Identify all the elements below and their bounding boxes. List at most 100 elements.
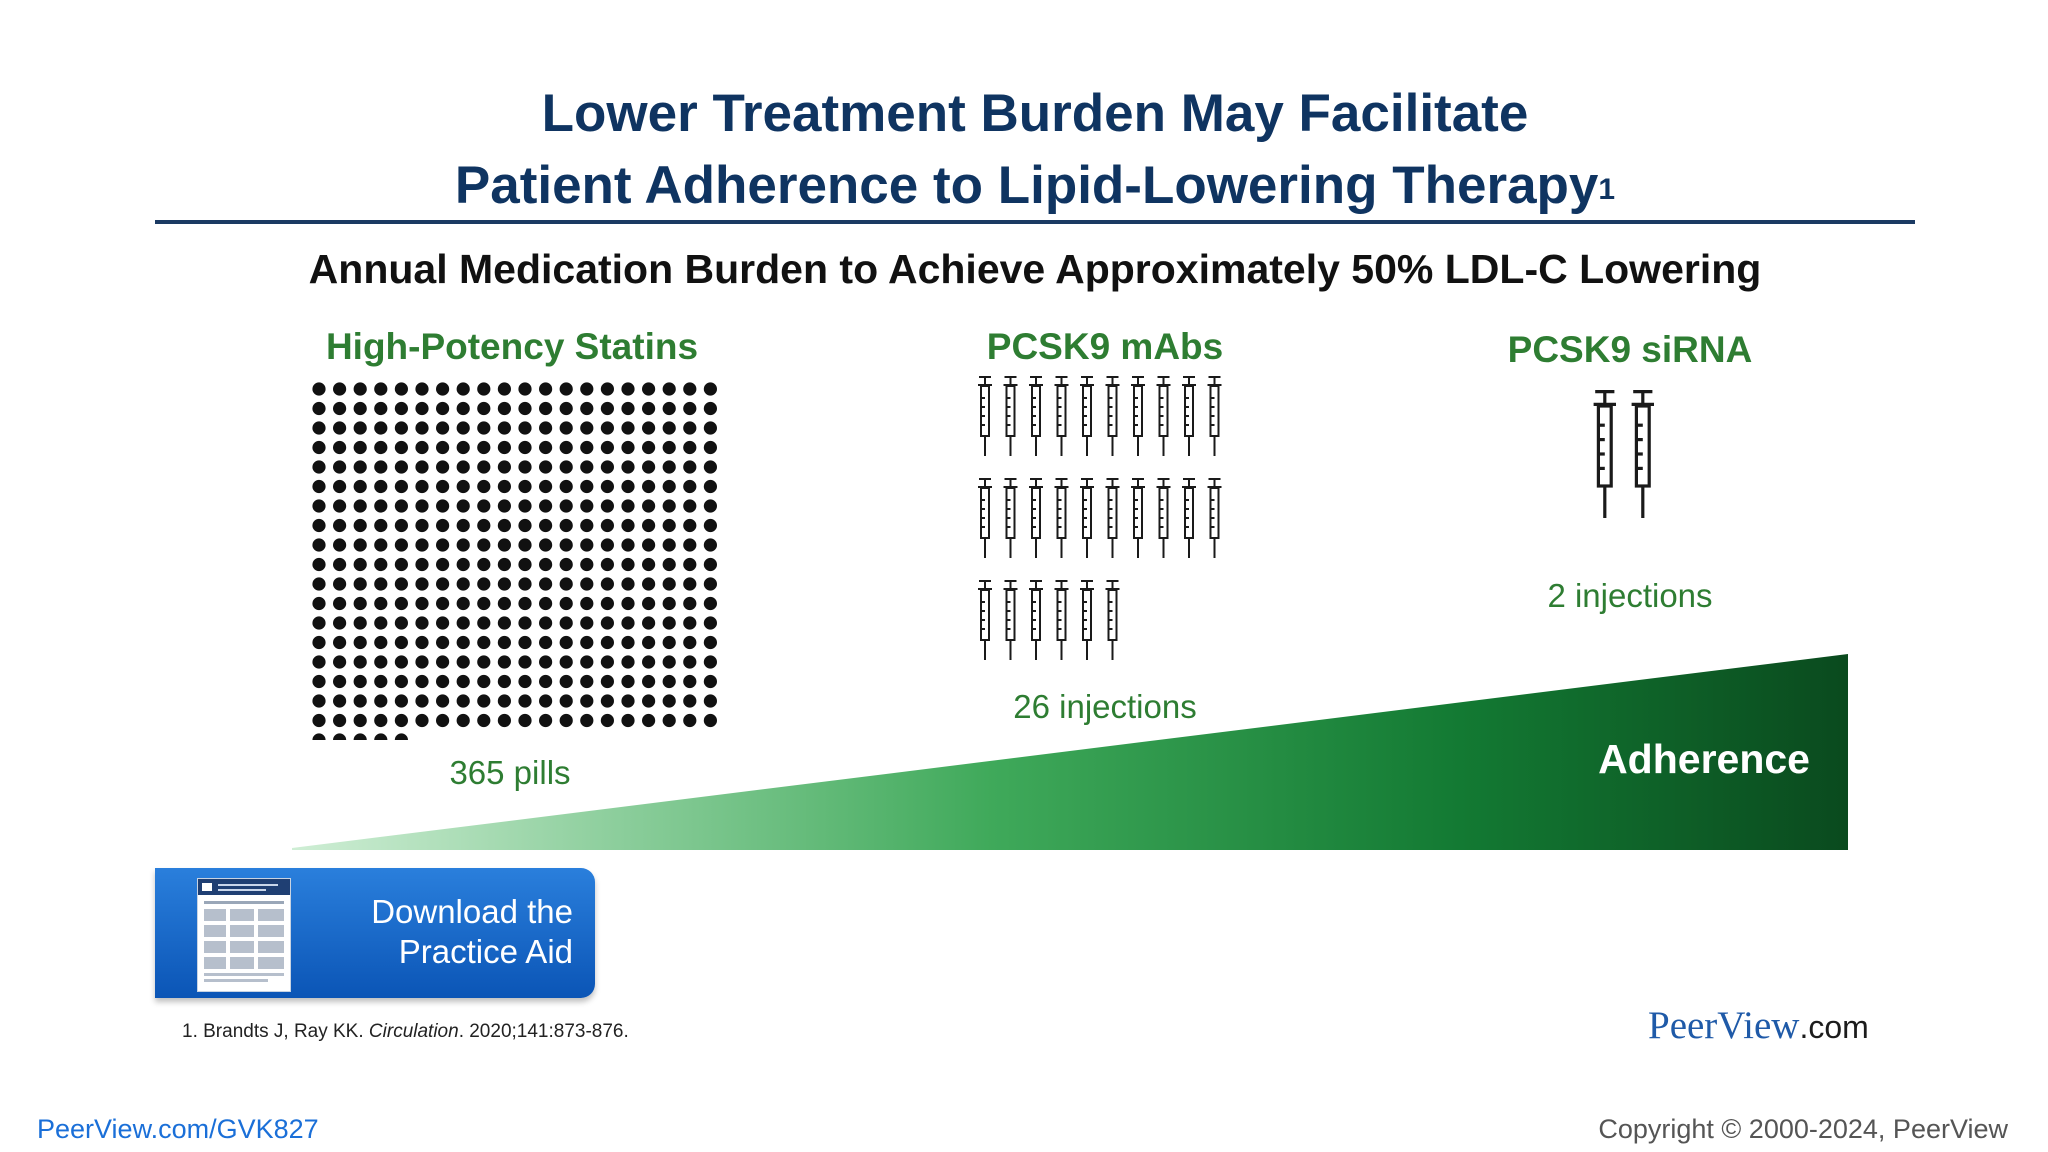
citation-authors: 1. Brandts J, Ray KK. xyxy=(182,1021,369,1042)
pill-dot-icon xyxy=(703,557,717,572)
pill-dot-icon xyxy=(580,460,594,474)
pill-dot-icon xyxy=(539,382,553,396)
pill-dot-icon xyxy=(621,401,635,416)
pill-dot-icon xyxy=(374,440,388,455)
pill-dot-icon xyxy=(394,733,408,740)
brand-name: PeerView xyxy=(1648,1004,1800,1047)
pill-dot-icon xyxy=(497,421,511,435)
pill-dot-icon xyxy=(353,518,367,533)
pill-dot-icon xyxy=(621,518,635,533)
pill-dot-icon xyxy=(683,655,697,669)
adherence-label: Adherence xyxy=(1598,736,1810,782)
pill-dot-icon xyxy=(559,577,573,591)
pill-dot-icon xyxy=(353,557,367,572)
pill-dot-icon xyxy=(621,499,635,513)
pill-dot-icon xyxy=(394,713,408,728)
pill-dot-icon xyxy=(703,713,717,728)
pill-dot-icon xyxy=(497,440,511,455)
pill-grid xyxy=(312,382,717,740)
pill-dot-icon xyxy=(415,518,429,533)
pill-dot-icon xyxy=(518,440,532,455)
pill-dot-icon xyxy=(539,635,553,650)
pill-dot-icon xyxy=(477,596,491,611)
pill-dot-icon xyxy=(621,577,635,591)
footer-link[interactable]: PeerView.com/GVK827 xyxy=(37,1114,319,1144)
pill-dot-icon xyxy=(559,401,573,416)
syringe-icon xyxy=(978,580,992,660)
pill-dot-icon xyxy=(353,713,367,728)
pill-dot-icon xyxy=(436,655,450,669)
pill-dot-icon xyxy=(642,557,656,572)
pill-dot-icon xyxy=(394,460,408,474)
pill-dot-icon xyxy=(497,557,511,572)
pill-dot-icon xyxy=(394,616,408,630)
pill-dot-icon xyxy=(353,382,367,396)
pill-dot-icon xyxy=(374,382,388,396)
pill-dot-icon xyxy=(312,596,326,611)
pill-dot-icon xyxy=(374,518,388,533)
pill-dot-icon xyxy=(621,655,635,669)
pill-dot-icon xyxy=(374,557,388,572)
pill-dot-icon xyxy=(456,694,470,708)
pill-dot-icon xyxy=(600,460,614,474)
pill-dot-icon xyxy=(415,499,429,513)
pill-dot-icon xyxy=(353,460,367,474)
syringe-icon xyxy=(1054,580,1069,660)
pill-dot-icon xyxy=(353,674,367,689)
pill-dot-icon xyxy=(415,460,429,474)
pill-dot-icon xyxy=(415,382,429,396)
pill-dot-icon xyxy=(312,733,326,740)
pill-dot-icon xyxy=(497,655,511,669)
pill-dot-icon xyxy=(353,596,367,611)
pill-dot-icon xyxy=(642,674,656,689)
pill-dot-icon xyxy=(477,577,491,591)
syringe-icon xyxy=(1080,376,1094,456)
pill-dot-icon xyxy=(703,655,717,669)
pill-dot-icon xyxy=(683,499,697,513)
pill-dot-icon xyxy=(621,421,635,435)
syringe-icon xyxy=(1156,478,1171,558)
pill-dot-icon xyxy=(477,440,491,455)
pill-dot-icon xyxy=(600,674,614,689)
pill-dot-icon xyxy=(394,674,408,689)
pill-dot-icon xyxy=(518,401,532,416)
pill-dot-icon xyxy=(662,460,676,474)
pill-dot-icon xyxy=(312,440,326,455)
pill-dot-icon xyxy=(539,460,553,474)
syringe-icon xyxy=(1105,580,1120,660)
pill-dot-icon xyxy=(683,421,697,435)
syringe-icon xyxy=(1593,390,1617,519)
pill-dot-icon xyxy=(518,635,532,650)
pill-dot-icon xyxy=(456,401,470,416)
pill-dot-icon xyxy=(374,733,388,740)
pill-dot-icon xyxy=(477,499,491,513)
pill-dot-icon xyxy=(621,713,635,728)
pill-dot-icon xyxy=(312,479,326,494)
pill-dot-icon xyxy=(394,518,408,533)
pill-dot-icon xyxy=(436,635,450,650)
pill-dot-icon xyxy=(518,421,532,435)
pill-dot-icon xyxy=(559,518,573,533)
pill-dot-icon xyxy=(436,421,450,435)
pill-dot-icon xyxy=(333,694,347,708)
syringe-icon xyxy=(1003,580,1018,660)
pill-dot-icon xyxy=(539,713,553,728)
pill-dot-icon xyxy=(477,401,491,416)
syringe-icon xyxy=(1080,478,1094,558)
pill-dot-icon xyxy=(642,577,656,591)
download-practice-aid-button[interactable]: Download the Practice Aid xyxy=(155,868,595,998)
pill-dot-icon xyxy=(600,655,614,669)
pill-dot-icon xyxy=(415,616,429,630)
pill-dot-icon xyxy=(456,713,470,728)
pill-dot-icon xyxy=(580,440,594,455)
pill-dot-icon xyxy=(600,596,614,611)
pill-dot-icon xyxy=(662,538,676,552)
pill-dot-icon xyxy=(415,596,429,611)
pill-dot-icon xyxy=(333,557,347,572)
pill-dot-icon xyxy=(333,733,347,740)
pill-dot-icon xyxy=(394,655,408,669)
pill-dot-icon xyxy=(600,694,614,708)
pill-dot-icon xyxy=(683,596,697,611)
pill-dot-icon xyxy=(312,616,326,630)
